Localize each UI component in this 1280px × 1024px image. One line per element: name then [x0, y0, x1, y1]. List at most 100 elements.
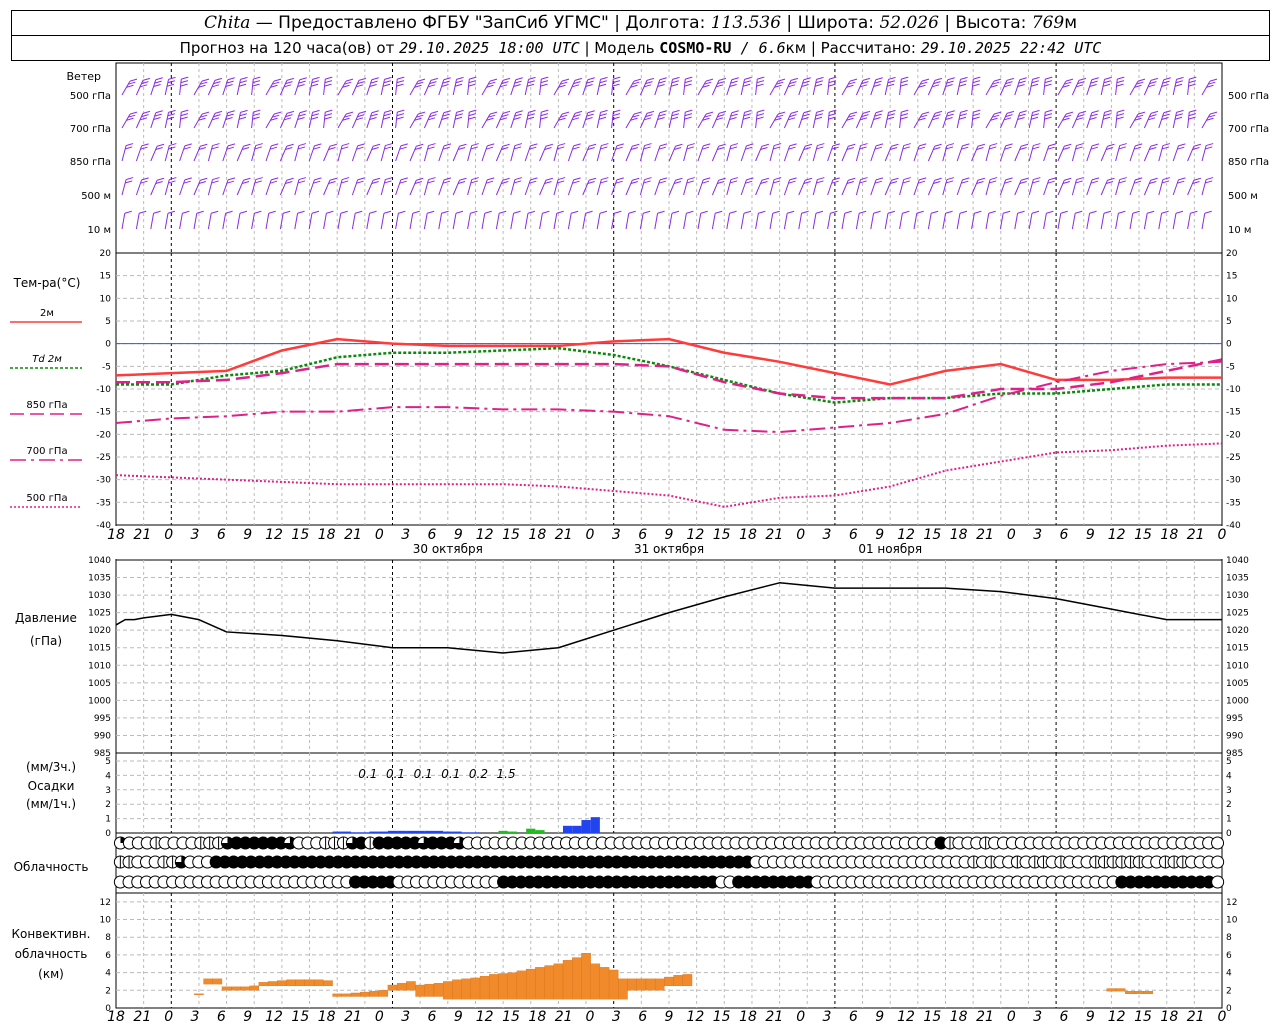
- wind-barb-feather: [1161, 180, 1170, 184]
- wind-barb: [783, 213, 788, 230]
- wind-barb: [135, 80, 144, 96]
- wind-barb: [1057, 146, 1065, 162]
- wind-barb-feather: [455, 113, 463, 117]
- wind-barb-feather: [658, 80, 666, 84]
- precip-tick-left: 2: [105, 800, 111, 810]
- wind-barb-feather: [1136, 81, 1144, 85]
- temp-series-line: [115, 337, 1222, 386]
- wind-title: Ветер: [67, 70, 101, 83]
- wind-barb: [783, 80, 792, 96]
- wind-barb-feather: [729, 116, 737, 120]
- wind-barb-feather: [1174, 116, 1183, 120]
- wind-barb-feather: [541, 109, 549, 113]
- wind-barb: [510, 179, 516, 196]
- wind-barb-feather: [1104, 76, 1112, 80]
- wind-barb: [164, 112, 170, 129]
- wind-barb-feather: [513, 116, 521, 120]
- wind-barb: [164, 145, 170, 162]
- wind-barb-feather: [646, 110, 655, 114]
- wind-barb-feather: [573, 81, 581, 85]
- wind-barb-feather: [573, 114, 581, 118]
- wind-barb: [467, 145, 473, 162]
- wind-barb-feather: [540, 83, 548, 87]
- conv-bar: [636, 978, 647, 991]
- wind-barb-feather: [859, 117, 868, 121]
- wind-barb-feather: [992, 114, 1000, 118]
- wind-barb: [639, 113, 648, 129]
- wind-barb-feather: [414, 181, 423, 184]
- hour-label-bottom: 15: [502, 1009, 520, 1024]
- wind-barb-feather: [372, 143, 381, 147]
- precip-tick-right: 4: [1226, 771, 1232, 781]
- wind-barb-feather: [1005, 81, 1013, 85]
- wind-barb: [121, 113, 131, 129]
- cloud-symbol: [283, 836, 297, 850]
- wind-barb-feather: [180, 116, 188, 120]
- conv-bar: [1125, 991, 1135, 994]
- wind-barb-feather: [632, 114, 640, 118]
- wind-barb-feather: [920, 81, 928, 85]
- wind-barb: [625, 113, 635, 129]
- wind-barb: [740, 179, 747, 196]
- wind-barb-feather: [993, 111, 1002, 115]
- wind-barb-feather: [310, 83, 319, 87]
- conv-bar: [535, 967, 545, 1000]
- wind-barb-feather: [1019, 110, 1027, 114]
- wind-barb-feather: [1161, 83, 1169, 87]
- temp-series-line: [115, 442, 1223, 508]
- conv-tick-right: 0: [1226, 1004, 1232, 1014]
- hour-label-bottom: 0: [1007, 1009, 1016, 1024]
- wind-barb: [1071, 80, 1080, 96]
- wind-barb: [913, 179, 920, 196]
- wind-barb: [740, 213, 745, 230]
- wind-barb: [524, 79, 530, 96]
- wind-barb-feather: [1177, 146, 1185, 150]
- wind-barb-feather: [1163, 110, 1171, 114]
- wind-barb-feather: [1136, 114, 1144, 118]
- wind-barb: [985, 213, 990, 230]
- wind-barb-feather: [958, 83, 967, 87]
- wind-barb-feather: [900, 113, 909, 117]
- wind-barb-feather: [700, 210, 708, 214]
- wind-barb-feather: [442, 146, 451, 150]
- pressure-line: [115, 582, 1222, 654]
- wind-barb-feather: [326, 210, 334, 214]
- wind-barb-feather: [1003, 84, 1012, 88]
- wind-barb-feather: [252, 83, 260, 87]
- wind-barb-feather: [959, 210, 968, 214]
- wind-barb-feather: [945, 116, 953, 120]
- conv-bar: [461, 978, 471, 1000]
- wind-barb-feather: [430, 110, 439, 114]
- temp-tick-left: 15: [100, 272, 111, 282]
- hour-label-bottom: 9: [875, 1009, 884, 1024]
- conv-bar: [249, 985, 260, 991]
- wind-barb: [927, 113, 936, 129]
- wind-barb-feather: [1044, 83, 1052, 87]
- wind-barb-feather: [211, 180, 219, 184]
- wind-barb-feather: [1033, 143, 1041, 147]
- wind-barb: [798, 146, 806, 162]
- wind-barb-feather: [601, 143, 609, 147]
- wind-barb: [596, 112, 602, 129]
- wind-barb-feather: [1005, 114, 1013, 118]
- wind-barb: [179, 112, 182, 129]
- hour-label-bottom: 6: [217, 1009, 226, 1024]
- wind-barb-feather: [180, 113, 189, 117]
- wind-barb-feather: [573, 143, 581, 147]
- hour-label-mid: 12: [1108, 527, 1126, 543]
- wind-barb: [279, 213, 284, 230]
- wind-barb-feather: [273, 111, 282, 115]
- wind-barb-feather: [643, 117, 652, 121]
- wind-barb-feather: [788, 180, 796, 184]
- wind-barb-feather: [399, 146, 407, 150]
- wind-barb-feather: [484, 210, 492, 214]
- wind-barb: [625, 146, 633, 162]
- wind-barb: [1057, 113, 1067, 129]
- wind-barb-feather: [1177, 180, 1185, 184]
- wind-barb-feather: [1031, 210, 1040, 214]
- pressure-tick-left: 1015: [88, 644, 111, 654]
- wind-barb-feather: [777, 78, 786, 82]
- wind-barb-feather: [828, 113, 837, 117]
- wind-barb: [481, 113, 491, 129]
- wind-barb-feather: [429, 114, 437, 118]
